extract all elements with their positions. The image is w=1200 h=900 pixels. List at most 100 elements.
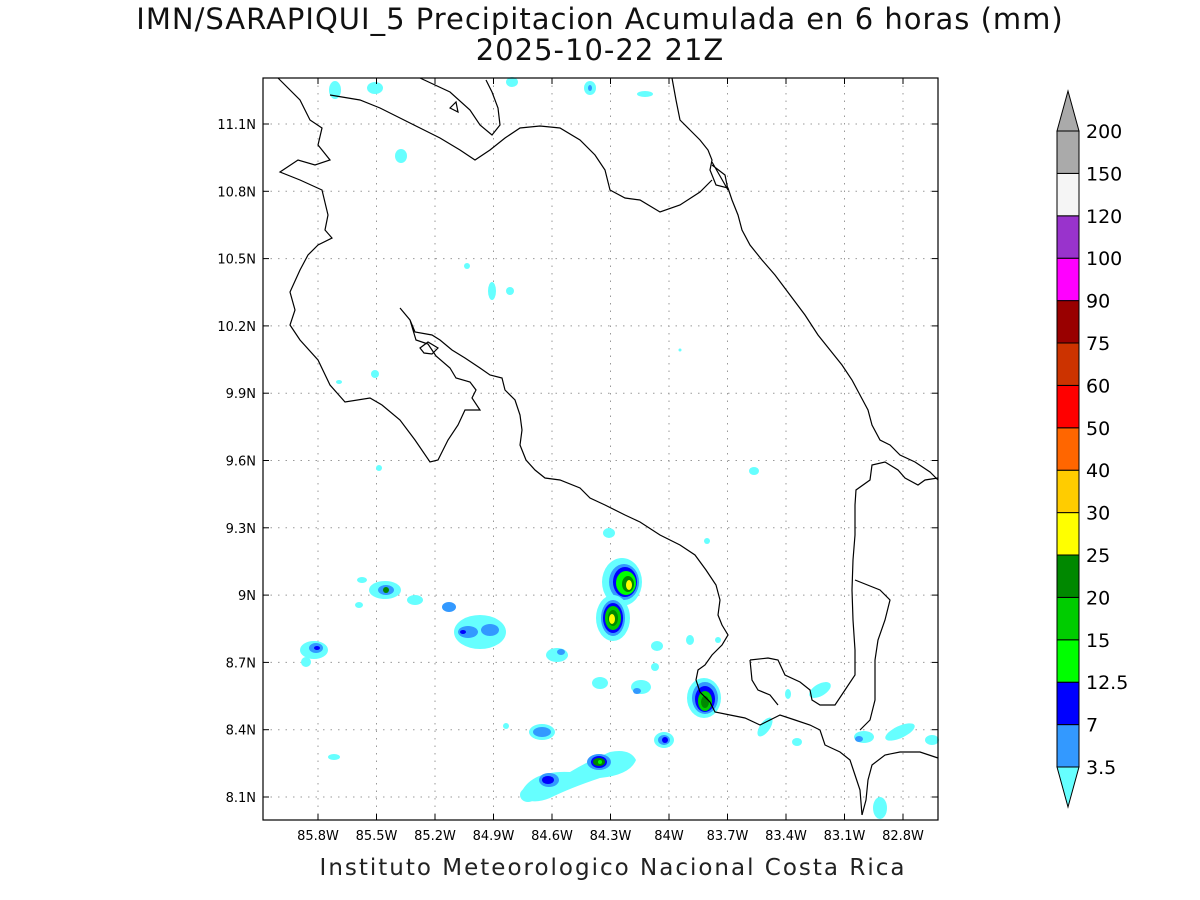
legend-label: 75 (1086, 333, 1110, 355)
lat-tick-label: 9.9N (226, 387, 256, 402)
lon-tick-label: 82.8W (882, 829, 924, 844)
map-frame (262, 77, 939, 821)
lat-tick-label: 10.2N (217, 320, 256, 335)
legend-swatch (1056, 596, 1080, 641)
legend-label: 12.5 (1086, 672, 1128, 694)
lon-tick-label: 85.5W (356, 829, 398, 844)
rain-cell (584, 81, 596, 95)
lon-tick-label: 84.9W (473, 829, 515, 844)
rain-cell (854, 731, 874, 743)
legend-label: 30 (1086, 503, 1110, 525)
rain-cell (529, 724, 555, 740)
rain-cell (873, 797, 887, 819)
rain-cell (925, 735, 939, 745)
rain-cell (506, 287, 514, 295)
rain-cell (792, 738, 802, 746)
legend-swatch (1056, 512, 1080, 556)
legend-label: 15 (1086, 630, 1110, 652)
rain-cell (329, 81, 341, 99)
rain-cell (704, 538, 710, 544)
legend-label: 200 (1086, 121, 1122, 143)
rain-cell (328, 754, 340, 760)
rain-cell (488, 282, 496, 300)
legend-label: 3.5 (1086, 757, 1116, 779)
rain-cell-strong (602, 558, 642, 606)
lon-tick-label: 85.2W (414, 829, 456, 844)
map-axes: 85.8W 85.5W 85.2W 84.9W 84.6W 84.3W 84W 83.7W 83… (217, 78, 938, 844)
map-title: IMN/SARAPIQUI_5 Precipitacion Acumulada … (136, 2, 1064, 36)
rain-cell (654, 732, 674, 748)
rain-band-south (520, 751, 636, 802)
rain-cell (454, 615, 506, 649)
rain-cell (506, 77, 518, 87)
rain-cell (367, 82, 383, 94)
rain-cell (369, 581, 401, 599)
lat-tick-label: 11.1N (217, 118, 256, 133)
rain-cell (631, 680, 651, 694)
rain-cell (885, 723, 915, 741)
legend-label: 20 (1086, 587, 1110, 609)
legend-label: 25 (1086, 545, 1110, 567)
legend-label: 90 (1086, 291, 1110, 313)
legend-swatch (1056, 130, 1080, 174)
rain-cell (336, 380, 342, 384)
legend-swatch (1056, 639, 1080, 683)
rain-cell (355, 602, 363, 608)
lat-tick-label: 9.3N (226, 522, 256, 537)
legend-swatch (1056, 766, 1080, 809)
lon-tick-label: 84W (654, 829, 684, 844)
lon-tick-label: 84.6W (531, 829, 573, 844)
color-legend: 3.5 7 12.5 15 20 25 30 40 50 60 75 90 100 120 150 200 (1056, 89, 1128, 809)
lat-tick-label: 8.7N (226, 656, 256, 671)
rain-cell (371, 370, 379, 378)
legend-label: 60 (1086, 375, 1110, 397)
legend-swatch (1056, 724, 1080, 768)
rain-cell (757, 717, 773, 737)
legend-label: 7 (1086, 715, 1098, 737)
rain-cell (357, 577, 367, 583)
legend-swatch (1056, 342, 1080, 386)
rain-cell (715, 637, 721, 643)
rain-cell (592, 677, 608, 689)
rain-cell (809, 682, 831, 698)
legend-label: 150 (1086, 163, 1122, 185)
legend-label: 100 (1086, 248, 1122, 270)
lat-tick-label: 9.6N (226, 455, 256, 470)
lat-tick-label: 10.8N (217, 185, 256, 200)
lon-tick-label: 85.8W (297, 829, 339, 844)
lat-tick-label: 10.5N (217, 253, 256, 268)
lon-tick-label: 84.3W (590, 829, 632, 844)
rain-cell (464, 263, 470, 269)
rain-cell (678, 348, 682, 352)
legend-swatch (1056, 257, 1080, 302)
rain-cell (442, 602, 456, 612)
rain-cell (546, 648, 568, 662)
lat-lon-grid (263, 78, 938, 820)
lat-tick-label: 8.1N (226, 791, 256, 806)
legend-label: 40 (1086, 460, 1110, 482)
legend-swatch (1056, 300, 1080, 344)
legend-swatch (1056, 554, 1080, 598)
legend-swatch (1056, 172, 1080, 217)
precipitation-areas (300, 77, 939, 819)
rain-cell (395, 149, 407, 163)
legend-swatch (1056, 384, 1080, 429)
rain-cell (651, 663, 659, 671)
legend-swatch (1056, 427, 1080, 471)
lat-tick-label: 9N (238, 589, 256, 604)
map-footer: Instituto Meteorologico Nacional Costa R… (319, 855, 907, 881)
rain-cell-strong (596, 595, 630, 641)
legend-swatch (1056, 215, 1080, 259)
map-subtitle: 2025-10-22 21Z (475, 33, 725, 67)
rain-cell (651, 641, 663, 651)
rain-cell (785, 689, 791, 699)
lon-tick-label: 83.4W (765, 829, 807, 844)
legend-swatch (1056, 681, 1080, 726)
rain-cell (686, 635, 694, 645)
lon-tick-label: 83.7W (707, 829, 749, 844)
rain-cell (376, 465, 382, 471)
legend-label: 50 (1086, 418, 1110, 440)
lon-tick-label: 83.1W (824, 829, 866, 844)
coastlines (277, 77, 939, 816)
